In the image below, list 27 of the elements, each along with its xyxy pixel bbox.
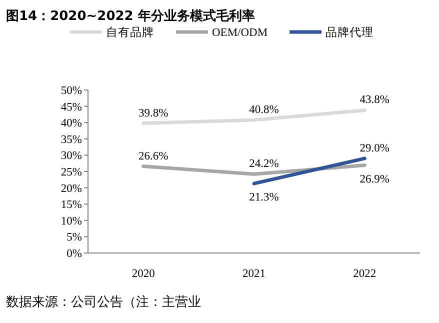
y-tick-label: 10% bbox=[60, 215, 82, 228]
data-label: 29.0% bbox=[360, 142, 390, 154]
x-tick-label: 2021 bbox=[242, 268, 266, 280]
y-tick-label: 30% bbox=[60, 150, 82, 162]
y-tick-label: 5% bbox=[66, 232, 82, 244]
y-tick-label: 40% bbox=[60, 118, 82, 130]
legend-label: 品牌代理 bbox=[326, 26, 374, 39]
data-label: 39.8% bbox=[138, 107, 169, 120]
legend-label: OEM/ODM bbox=[212, 27, 268, 39]
y-tick-label: 15% bbox=[60, 199, 82, 212]
x-tick-label: 2020 bbox=[132, 268, 156, 280]
data-label: 26.9% bbox=[360, 173, 390, 186]
data-label: 26.6% bbox=[138, 150, 169, 162]
y-tick-label: 50% bbox=[60, 85, 82, 97]
y-tick-label: 45% bbox=[60, 101, 82, 114]
data-label: 43.8% bbox=[360, 94, 390, 106]
chart-title: 图14：2020~2022 年分业务模式毛利率 bbox=[6, 8, 255, 24]
source-note: 数据来源：公司公告（注：主营业 bbox=[6, 294, 201, 310]
data-label: 24.2% bbox=[249, 158, 280, 170]
data-label: 40.8% bbox=[249, 104, 280, 116]
y-tick-label: 25% bbox=[60, 166, 82, 178]
y-tick-label: 35% bbox=[60, 134, 82, 146]
y-tick-label: 20% bbox=[60, 182, 82, 195]
data-label: 21.3% bbox=[249, 192, 280, 204]
y-tick-label: 0% bbox=[66, 248, 82, 260]
legend-label: 自有品牌 bbox=[106, 26, 154, 39]
x-tick-label: 2022 bbox=[353, 268, 376, 280]
